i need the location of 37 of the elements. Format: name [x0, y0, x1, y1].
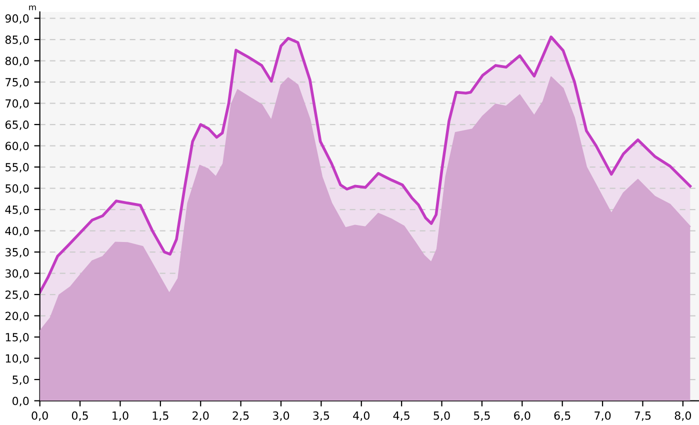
x-tick-label: 4,0 [353, 411, 370, 421]
y-tick-label: 40,0 [5, 226, 29, 236]
y-tick-label: 35,0 [6, 248, 29, 258]
y-tick-label: 60,0 [5, 142, 29, 152]
y-tick-label: 85,0 [5, 36, 29, 46]
x-tick-label: 8,0 [674, 411, 692, 421]
x-tick-label: 7,5 [634, 412, 651, 421]
x-tick-label: 7,0 [594, 411, 611, 421]
y-tick-label: 0,0 [12, 396, 29, 406]
y-tick-label: 75,0 [6, 78, 29, 88]
x-tick-label: 6,5 [554, 411, 570, 421]
y-tick-label: 25,0 [6, 290, 29, 300]
y-tick-label: 10,0 [6, 354, 29, 364]
y-tick-label: 20,0 [6, 312, 29, 322]
y-tick-label: 30,0 [6, 269, 29, 279]
y-axis-title: m [29, 6, 36, 10]
x-tick-label: 0,5 [72, 411, 88, 421]
x-tick-label: 2,0 [192, 411, 209, 421]
x-tick-label: 1,5 [152, 412, 168, 421]
x-tick-label: 6,0 [514, 411, 530, 421]
x-tick-label: 4,5 [393, 412, 410, 421]
y-tick-label: 15,0 [6, 333, 29, 343]
y-tick-label: 80,0 [5, 56, 29, 66]
y-tick-label: 50,0 [6, 184, 29, 194]
x-tick-label: 5,0 [434, 411, 450, 421]
x-tick-label: 3,5 [313, 411, 330, 421]
y-tick-label: 45,0 [5, 206, 29, 216]
y-tick-label: 70,0 [6, 99, 29, 109]
y-tick-label: 90,0 [5, 14, 29, 24]
x-tick-label: 0,0 [32, 411, 48, 421]
x-tick-label: 5,5 [474, 412, 490, 421]
y-tick-label: 5,0 [12, 376, 29, 386]
y-tick-label: 55,0 [6, 163, 29, 173]
y-tick-label: 65,0 [5, 120, 29, 130]
x-tick-label: 3,0 [273, 411, 290, 421]
x-tick-label: 2,5 [232, 411, 249, 421]
x-tick-label: 1,0 [112, 411, 128, 421]
